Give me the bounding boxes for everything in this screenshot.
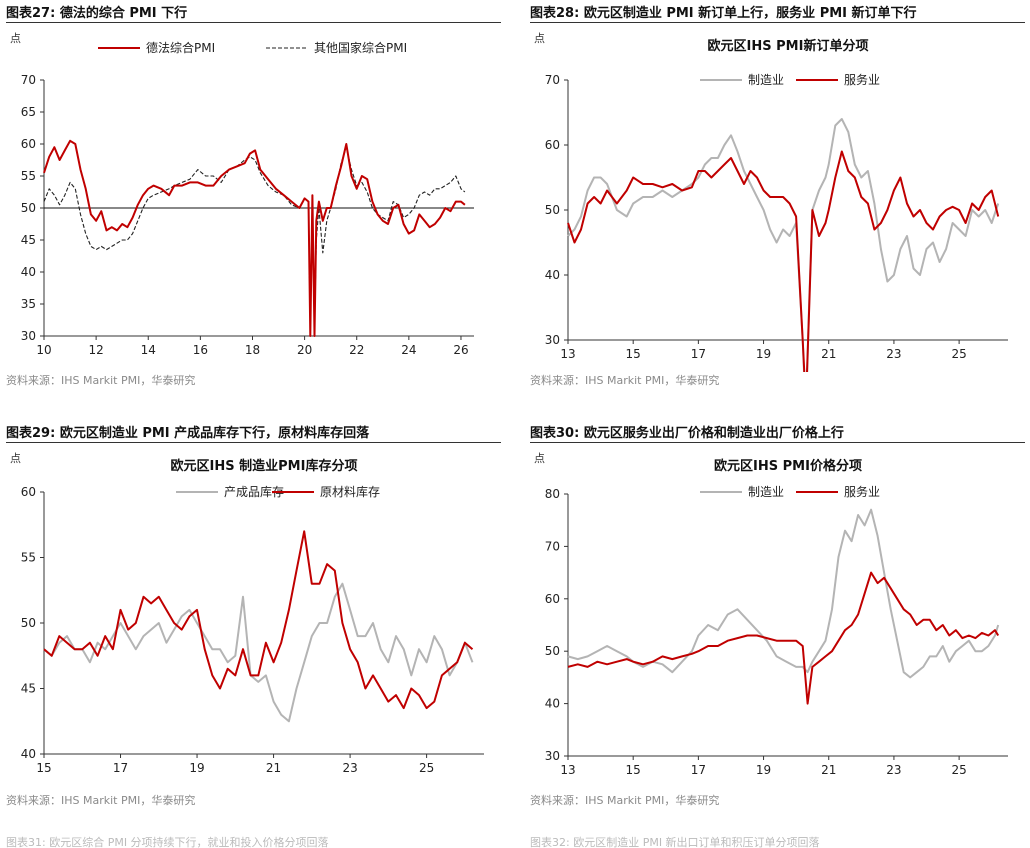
x-tick-label: 12 [88, 343, 103, 357]
chart-panel-28: 图表28: 欧元区制造业 PMI 新订单上行，服务业 PMI 新订单下行 点 欧元… [530, 0, 1030, 400]
x-tick-label: 16 [193, 343, 208, 357]
chart: 点 欧元区IHS PMI新订单分项 30 40 50 60 70 13 15 17 19 21 23 25… [534, 32, 1008, 372]
divider [6, 22, 501, 23]
y-tick-label: 50 [21, 201, 36, 215]
divider [6, 442, 501, 443]
y-tick-label: 40 [545, 268, 560, 282]
divider [530, 22, 1025, 23]
panel-title: 图表28: 欧元区制造业 PMI 新订单上行，服务业 PMI 新订单下行 [530, 6, 917, 21]
x-tick-label: 21 [821, 347, 836, 361]
y-tick-label: 70 [545, 73, 560, 87]
source-note: 资料来源：IHS Markit PMI，华泰研究 [6, 794, 196, 807]
x-tick-label: 26 [453, 343, 468, 357]
x-tick-label: 21 [266, 761, 281, 775]
chart: 点 欧元区IHS 制造业PMI库存分项 40 45 50 55 60 15 17 19 21 23 25… [10, 452, 484, 775]
y-tick-label: 50 [545, 644, 560, 658]
x-tick-label: 17 [691, 347, 706, 361]
y-tick-label: 40 [545, 697, 560, 711]
next-figure-caption-left: 图表31: 欧元区综合 PMI 分项持续下行，就业和投入价格分项回落 [6, 836, 329, 848]
legend-label-2: 其他国家综合PMI [314, 40, 407, 55]
chart-title: 欧元区IHS PMI价格分项 [714, 458, 862, 474]
y-tick-label: 60 [545, 592, 560, 606]
x-tick-label: 13 [560, 763, 575, 777]
chart: 点 30 35 40 45 50 55 60 65 70 10 12 14 16 18 20 22 24 26 德法综… [10, 32, 474, 357]
y-tick-label: 40 [21, 747, 36, 761]
y-axis-unit: 点 [10, 452, 21, 465]
source-note: 资料来源：IHS Markit PMI，华泰研究 [530, 794, 720, 807]
x-tick-label: 20 [297, 343, 312, 357]
x-tick-label: 23 [342, 761, 357, 775]
chart-panel-29: 图表29: 欧元区制造业 PMI 产成品库存下行，原材料库存回落 点 欧元区IHS… [6, 420, 506, 820]
y-tick-label: 35 [21, 297, 36, 311]
x-tick-label: 22 [349, 343, 364, 357]
x-tick-label: 15 [36, 761, 51, 775]
x-tick-label: 21 [821, 763, 836, 777]
y-tick-label: 55 [21, 551, 36, 565]
y-tick-label: 30 [545, 333, 560, 347]
y-tick-label: 50 [545, 203, 560, 217]
y-tick-label: 30 [545, 749, 560, 763]
y-tick-label: 60 [545, 138, 560, 152]
x-tick-label: 23 [886, 347, 901, 361]
legend-label-2: 原材料库存 [320, 484, 380, 499]
x-tick-label: 15 [626, 763, 641, 777]
x-tick-label: 19 [756, 347, 771, 361]
legend-label-2: 服务业 [844, 72, 880, 87]
legend-label-2: 服务业 [844, 484, 880, 499]
next-figure-caption-right: 图表32: 欧元区制造业 PMI 新出口订单和积压订单分项回落 [530, 836, 820, 848]
y-tick-label: 70 [545, 539, 560, 553]
x-tick-label: 19 [189, 761, 204, 775]
series-line-2 [567, 571, 1000, 705]
panel-title: 图表30: 欧元区服务业出厂价格和制造业出厂价格上行 [530, 426, 844, 441]
series-line-1 [43, 139, 466, 337]
x-tick-label: 18 [245, 343, 260, 357]
y-tick-label: 60 [21, 485, 36, 499]
legend-label-1: 德法综合PMI [146, 40, 215, 55]
y-tick-label: 60 [21, 137, 36, 151]
x-tick-label: 25 [951, 763, 966, 777]
series-line-2 [567, 150, 1000, 372]
chart-title: 欧元区IHS PMI新订单分项 [708, 38, 869, 54]
series-line-1 [567, 118, 1000, 372]
chart-title: 欧元区IHS 制造业PMI库存分项 [171, 458, 358, 474]
y-tick-label: 55 [21, 169, 36, 183]
x-tick-label: 23 [886, 763, 901, 777]
x-tick-label: 15 [626, 347, 641, 361]
x-tick-label: 17 [113, 761, 128, 775]
y-axis-unit: 点 [10, 32, 21, 45]
y-tick-label: 45 [21, 682, 36, 696]
divider [530, 442, 1025, 443]
y-tick-label: 30 [21, 329, 36, 343]
chart-panel-30: 图表30: 欧元区服务业出厂价格和制造业出厂价格上行 点 欧元区IHS PMI价格… [530, 420, 1030, 820]
series-line-2 [43, 146, 466, 331]
source-note: 资料来源：IHS Markit PMI，华泰研究 [530, 374, 720, 387]
panel-title: 图表27: 德法的综合 PMI 下行 [6, 6, 188, 21]
x-tick-label: 25 [419, 761, 434, 775]
y-axis-unit: 点 [534, 452, 545, 465]
panel-title: 图表29: 欧元区制造业 PMI 产成品库存下行，原材料库存回落 [6, 426, 370, 441]
y-tick-label: 45 [21, 233, 36, 247]
x-tick-label: 24 [401, 343, 416, 357]
legend-label-1: 产成品库存 [224, 484, 284, 499]
legend-label-1: 制造业 [748, 485, 784, 499]
series-line-2 [43, 530, 474, 710]
x-tick-label: 17 [691, 763, 706, 777]
chart-panel-27: 图表27: 德法的综合 PMI 下行 点 30 35 40 45 50 55 60 65 70 10… [6, 0, 506, 400]
x-tick-label: 14 [141, 343, 156, 357]
chart: 点 欧元区IHS PMI价格分项 30 40 50 60 70 80 13 15 17 19 21 23 2… [534, 452, 1008, 777]
y-tick-label: 80 [545, 487, 560, 501]
series-line-1 [567, 508, 1000, 679]
y-tick-label: 40 [21, 265, 36, 279]
y-tick-label: 50 [21, 616, 36, 630]
x-tick-label: 25 [951, 347, 966, 361]
x-tick-label: 10 [36, 343, 51, 357]
source-note: 资料来源：IHS Markit PMI，华泰研究 [6, 374, 196, 387]
series-line-1 [43, 582, 474, 723]
y-tick-label: 70 [21, 73, 36, 87]
x-tick-label: 19 [756, 763, 771, 777]
y-axis-unit: 点 [534, 32, 545, 45]
legend-label-1: 制造业 [748, 73, 784, 87]
x-tick-label: 13 [560, 347, 575, 361]
y-tick-label: 65 [21, 105, 36, 119]
